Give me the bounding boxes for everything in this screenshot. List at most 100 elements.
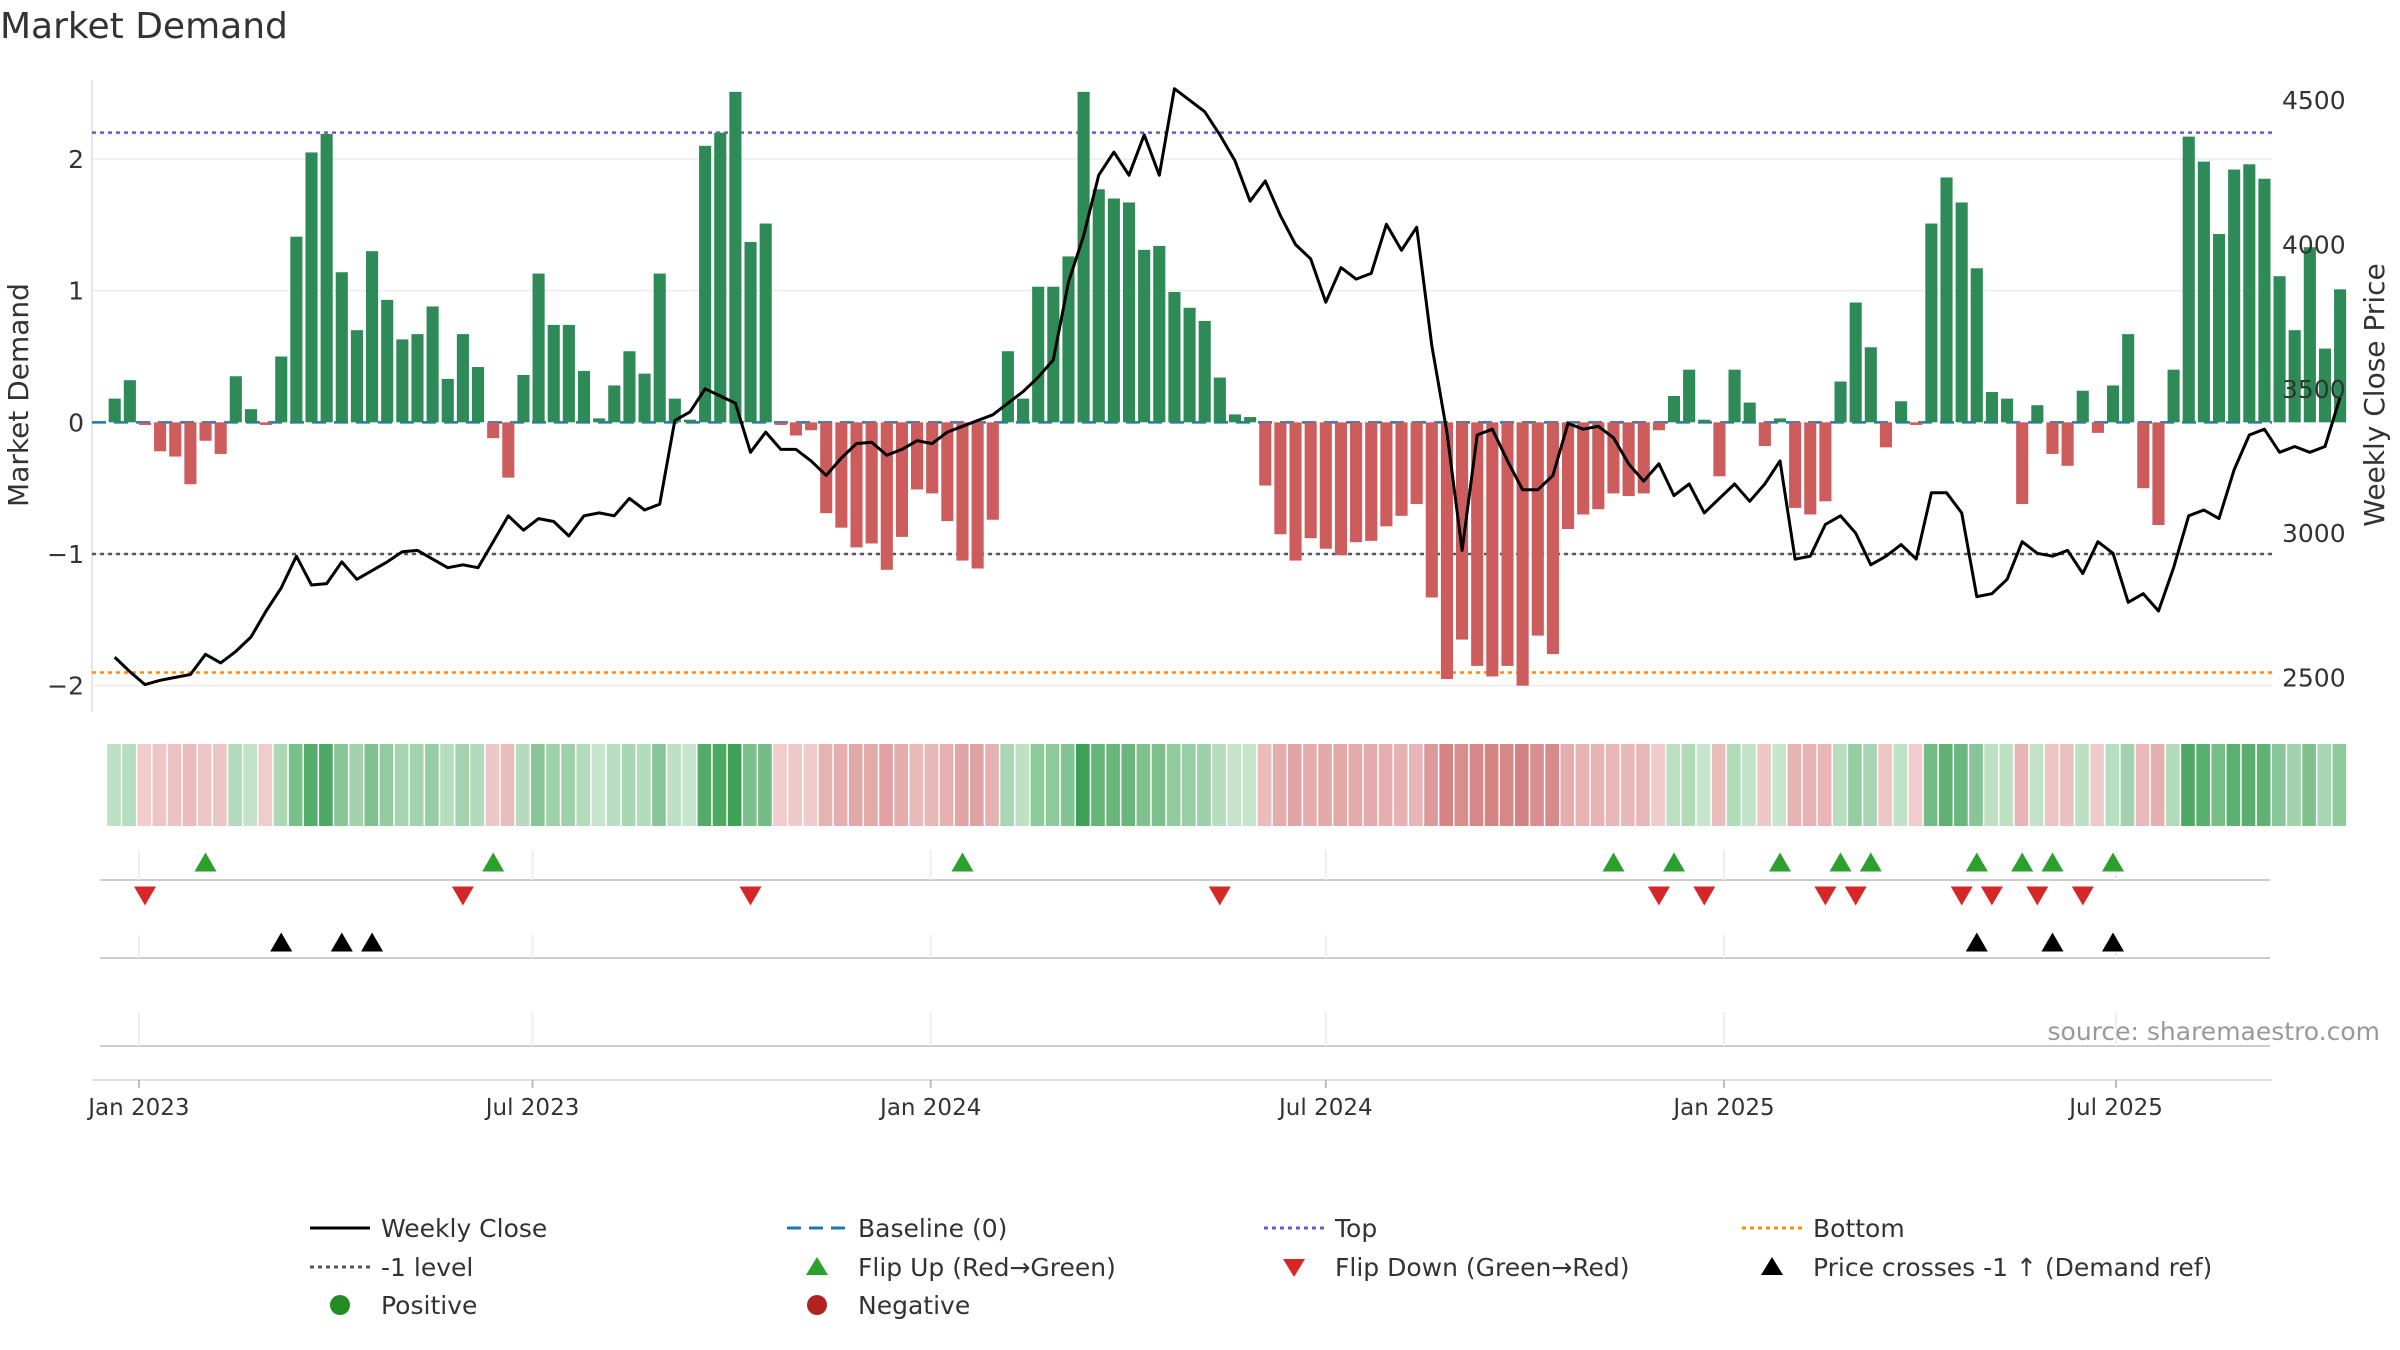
demand-bar-positive (229, 376, 242, 423)
price-cross-marker (2102, 932, 2124, 952)
demand-bar-positive (381, 299, 394, 423)
heat-cell (1772, 744, 1787, 826)
demand-bars (108, 91, 2347, 686)
legend-label: Top (1334, 1214, 1377, 1243)
heat-cell (455, 744, 469, 826)
flip-up-marker (482, 852, 505, 872)
flip-up-marker (2011, 852, 2034, 872)
heat-cell (712, 744, 727, 826)
demand-bar-negative (154, 422, 167, 452)
demand-bar-positive (1834, 381, 1847, 423)
demand-bar-positive (1077, 91, 1090, 423)
y-tick-label: 1 (68, 277, 84, 306)
heat-cell (213, 744, 227, 826)
demand-bar-positive (1773, 418, 1787, 423)
heat-cell (258, 744, 273, 826)
flip-up-marker (1663, 852, 1685, 872)
heat-cell (1060, 744, 1075, 826)
heat-cell (425, 744, 439, 826)
flip-down-marker (1814, 886, 1837, 906)
demand-bar-positive (532, 273, 545, 423)
x-tick-label: Jul 2024 (1277, 1095, 1373, 1121)
heat-cell (621, 744, 636, 826)
demand-bar-positive (1092, 189, 1105, 423)
demand-bar-positive (2197, 161, 2210, 423)
demand-bar-positive (547, 324, 560, 423)
legend-item-negative: Negative (807, 1291, 970, 1320)
heat-cell (394, 744, 409, 826)
heat-cell (848, 744, 863, 826)
heat-cell (243, 744, 258, 826)
heat-cell (1954, 744, 1968, 826)
demand-bar-negative (1789, 422, 1802, 508)
heat-cell (1757, 744, 1771, 826)
y-axis-label: Market Demand (2, 283, 35, 507)
demand-bar-negative (2061, 422, 2074, 466)
demand-bar-negative (1879, 422, 1893, 448)
demand-bar-negative (789, 422, 803, 436)
demand-bar-positive (1153, 245, 1166, 423)
legend-swatch (330, 1295, 350, 1315)
heat-cell (1923, 744, 1938, 826)
heat-cell (2181, 744, 2195, 826)
demand-bar-positive (305, 152, 318, 423)
x-tick-label: Jan 2023 (86, 1095, 189, 1121)
heat-cell (1817, 744, 1832, 826)
heat-cell (1348, 744, 1363, 826)
heat-cell (2044, 744, 2059, 826)
demand-bar-positive (1728, 369, 1741, 423)
heat-cell (970, 744, 984, 826)
price-cross-marker (330, 932, 353, 952)
demand-bar-negative (1365, 422, 1378, 541)
demand-bar-positive (653, 273, 666, 423)
heat-cell (894, 744, 908, 826)
demand-bar-negative (1531, 422, 1544, 636)
heat-cell (682, 744, 697, 826)
demand-bar-negative (1486, 422, 1499, 677)
demand-bar-positive (2288, 330, 2301, 423)
reference-lines (92, 131, 2272, 674)
flip-down-marker (1208, 886, 1231, 906)
y2-tick-label: 2500 (2282, 663, 2346, 692)
demand-bar-positive (426, 306, 439, 423)
demand-bar-positive (1138, 249, 1151, 423)
legend-item-minus-one: -1 level (310, 1253, 473, 1282)
demand-bar-positive (1683, 369, 1696, 423)
price-cross-marker (2041, 932, 2064, 952)
demand-bar-positive (396, 339, 409, 423)
heat-cell (182, 744, 197, 826)
heat-cell (152, 744, 167, 826)
heat-cell (1878, 744, 1893, 826)
heat-cell (954, 744, 969, 826)
heat-cell (1696, 744, 1711, 826)
demand-bar-positive (699, 145, 712, 423)
demand-bar-negative (986, 422, 999, 520)
legend-label: Flip Down (Green→Red) (1335, 1253, 1630, 1282)
y-axis-ticks: −2 −1 0 1 2 (47, 145, 84, 701)
demand-bar-negative (169, 422, 182, 457)
demand-bar-negative (850, 422, 863, 548)
demand-bar-positive (683, 419, 697, 423)
heat-cell (334, 744, 348, 826)
heat-cell (2135, 744, 2150, 826)
heat-cell (1182, 744, 1196, 826)
heat-cell (2226, 744, 2241, 826)
source-note: source: sharemaestro.com (2048, 1017, 2381, 1046)
flip-down-marker (2071, 886, 2094, 906)
heat-cell (2272, 744, 2286, 826)
demand-bar-negative (2137, 422, 2150, 489)
y-tick-label: 0 (68, 408, 84, 437)
demand-bar-positive (2212, 234, 2226, 423)
demand-bar-positive (623, 351, 636, 423)
legend-item-top: Top (1264, 1214, 1377, 1243)
heat-cell (1151, 744, 1166, 826)
demand-bar-positive (1864, 347, 1877, 423)
demand-bar-positive (350, 330, 363, 423)
heat-cell (500, 744, 515, 826)
demand-bar-positive (1940, 177, 1953, 423)
demand-bar-positive (244, 409, 258, 423)
demand-bar-negative (971, 422, 984, 569)
demand-bar-positive (2334, 289, 2347, 423)
heat-cell (1545, 744, 1559, 826)
demand-bar-negative (865, 422, 878, 544)
